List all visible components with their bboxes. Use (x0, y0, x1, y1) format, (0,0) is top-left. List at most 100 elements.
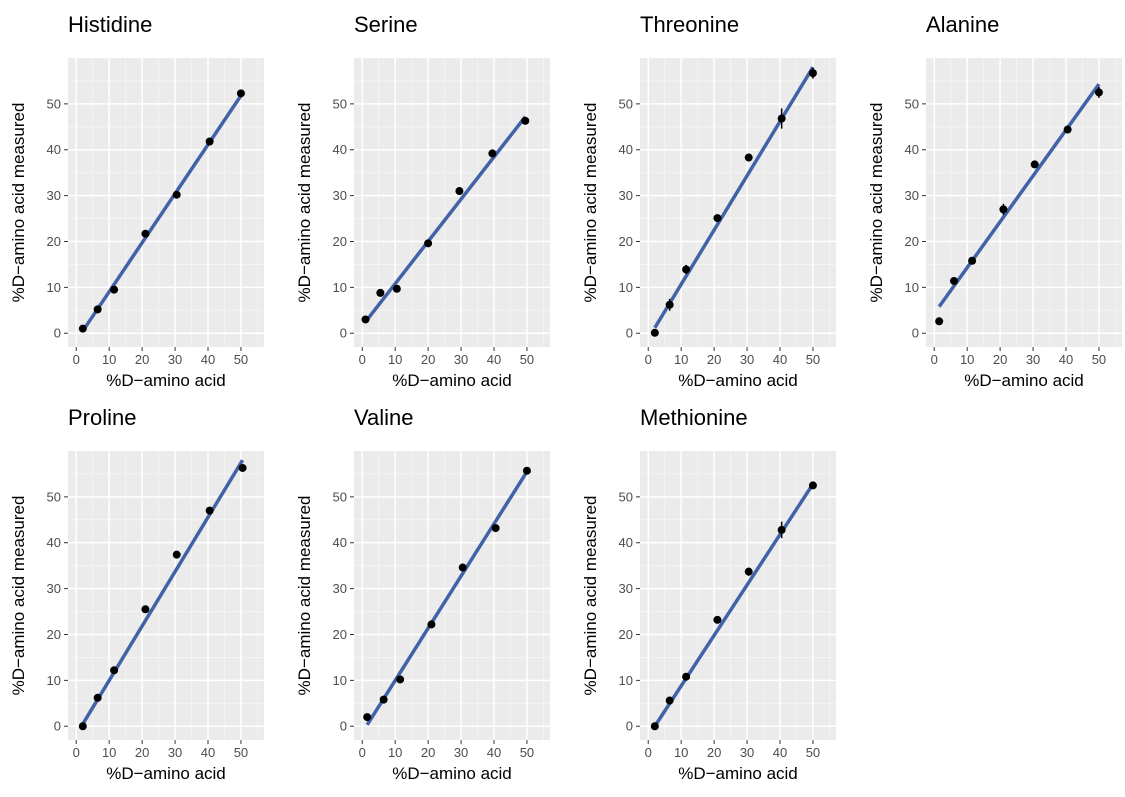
y-tick-label: 50 (47, 489, 61, 504)
data-point (205, 137, 214, 146)
y-tick-label: 0 (340, 719, 347, 734)
fit-line (653, 483, 815, 728)
data-point (808, 69, 817, 78)
x-tick-label: 10 (388, 745, 402, 760)
x-tick-label: 30 (1026, 352, 1040, 367)
y-tick-label: 30 (619, 188, 633, 203)
data-point (713, 214, 722, 223)
y-tick-label: 0 (54, 719, 61, 734)
data-point (205, 506, 214, 515)
data-point (363, 713, 372, 722)
x-tick-label: 20 (135, 352, 149, 367)
x-tick-label: 0 (645, 352, 652, 367)
fit-line (81, 94, 243, 332)
panel-title: Valine (354, 405, 414, 430)
data-point (744, 153, 753, 162)
panel-methionine: 0 10 20 30 40 50 0 10 20 30 40 50 Methionine %D−amino… (581, 405, 836, 783)
data-point (110, 285, 119, 294)
y-tick-label: 20 (619, 234, 633, 249)
y-tick-label: 20 (333, 234, 347, 249)
x-tick-label: 0 (359, 352, 366, 367)
y-tick-label: 40 (47, 535, 61, 550)
fit-line (364, 115, 527, 323)
data-point (950, 276, 958, 285)
x-tick-label: 10 (388, 352, 402, 367)
data-point (78, 722, 87, 731)
data-point (522, 466, 531, 475)
y-tick-label: 30 (333, 188, 347, 203)
plot-background (354, 58, 550, 347)
data-point (455, 187, 464, 196)
x-tick-label: 40 (487, 352, 501, 367)
fit-line (653, 66, 815, 329)
data-point (744, 567, 753, 576)
y-axis-title: %D−amino acid measured (9, 103, 28, 303)
x-axis-title: %D−amino acid (106, 764, 226, 783)
plot-background (68, 58, 264, 347)
data-point (682, 672, 691, 681)
data-point (78, 324, 87, 333)
data-point (968, 256, 977, 265)
y-tick-label: 10 (333, 280, 347, 295)
x-tick-label: 30 (740, 745, 754, 760)
data-point (427, 620, 436, 629)
y-tick-label: 10 (47, 673, 61, 688)
y-tick-label: 50 (333, 489, 347, 504)
y-tick-label: 10 (333, 673, 347, 688)
panel-valine: 0 10 20 30 40 50 0 10 20 30 40 50 Valine %D−amino aci… (295, 405, 550, 783)
y-tick-label: 30 (333, 581, 347, 596)
y-tick-label: 40 (905, 142, 919, 157)
plot-background (926, 58, 1122, 347)
x-tick-label: 50 (520, 745, 534, 760)
x-tick-label: 0 (73, 745, 80, 760)
y-tick-label: 50 (47, 96, 61, 111)
x-tick-label: 20 (135, 745, 149, 760)
y-tick-label: 40 (619, 142, 633, 157)
y-axis-title: %D−amino acid measured (581, 103, 600, 303)
x-tick-label: 0 (931, 352, 938, 367)
data-point (491, 524, 500, 533)
data-point (110, 666, 119, 675)
x-tick-label: 0 (73, 352, 80, 367)
data-point (650, 328, 659, 337)
y-tick-label: 30 (47, 188, 61, 203)
panel-proline: 0 10 20 30 40 50 0 10 20 30 40 50 Proline %D−amino ac… (9, 405, 264, 783)
x-tick-label: 10 (102, 745, 116, 760)
y-tick-label: 50 (905, 96, 919, 111)
fit-line (937, 83, 1101, 308)
data-point (424, 239, 433, 248)
x-axis-title: %D−amino acid (964, 371, 1084, 390)
data-point (236, 89, 245, 98)
x-tick-label: 30 (740, 352, 754, 367)
y-tick-label: 10 (619, 673, 633, 688)
y-axis-title: %D−amino acid measured (295, 103, 314, 303)
panel-serine: 0 10 20 30 40 50 0 10 20 30 40 50 Serine %D−amino aci… (295, 12, 550, 390)
x-axis-title: %D−amino acid (678, 371, 798, 390)
y-axis-title: %D−amino acid measured (867, 103, 886, 303)
y-tick-label: 20 (47, 627, 61, 642)
y-axis-title: %D−amino acid measured (9, 496, 28, 696)
x-tick-label: 0 (359, 745, 366, 760)
y-tick-label: 50 (333, 96, 347, 111)
data-point (93, 305, 102, 314)
x-tick-label: 20 (993, 352, 1007, 367)
y-tick-label: 40 (333, 142, 347, 157)
data-point (141, 229, 150, 238)
x-tick-label: 30 (168, 745, 182, 760)
panel-alanine: 0 10 20 30 40 50 0 10 20 30 40 50 Alanine %D−amino ac… (867, 12, 1122, 390)
x-tick-label: 50 (806, 745, 820, 760)
y-tick-label: 10 (905, 280, 919, 295)
y-tick-label: 50 (619, 489, 633, 504)
x-axis-title: %D−amino acid (392, 764, 512, 783)
data-point (935, 317, 944, 326)
data-point (777, 114, 786, 123)
data-point (1030, 160, 1039, 169)
panel-title: Threonine (640, 12, 739, 37)
data-point (379, 695, 388, 704)
panel-histidine: 0 10 20 30 40 50 0 10 20 30 40 50 Histidine %D−amino … (9, 12, 264, 390)
y-tick-label: 20 (619, 627, 633, 642)
x-tick-label: 40 (773, 352, 787, 367)
x-tick-label: 10 (960, 352, 974, 367)
data-point (777, 525, 786, 534)
y-tick-label: 40 (619, 535, 633, 550)
